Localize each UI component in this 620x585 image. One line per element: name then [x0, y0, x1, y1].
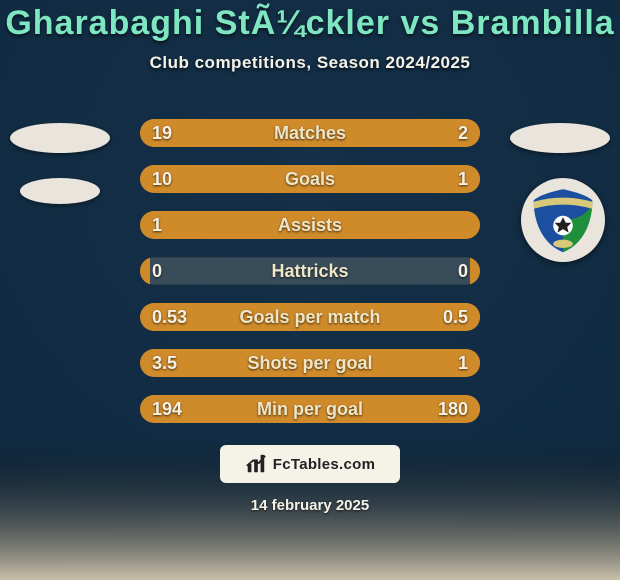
chart-icon — [245, 453, 267, 475]
metric-label: Assists — [140, 211, 480, 239]
metric-value-right — [456, 211, 480, 239]
crest-icon — [528, 185, 598, 255]
metric-value-right: 0 — [446, 257, 480, 285]
metric-value-right: 0.5 — [431, 303, 480, 331]
player-right-badge-1 — [510, 123, 610, 153]
metric-value-right: 1 — [446, 165, 480, 193]
metric-bar: 0.53Goals per match0.5 — [140, 303, 480, 331]
player-left-badge-2 — [20, 178, 100, 204]
metric-label: Hattricks — [140, 257, 480, 285]
comparison-bars: 19Matches210Goals11Assists0Hattricks00.5… — [140, 119, 480, 423]
metric-bar: 19Matches2 — [140, 119, 480, 147]
metric-label: Goals per match — [140, 303, 480, 331]
club-crest — [521, 178, 605, 262]
metric-value-right: 2 — [446, 119, 480, 147]
metric-bar: 3.5Shots per goal1 — [140, 349, 480, 377]
metric-bar: 0Hattricks0 — [140, 257, 480, 285]
metric-bar: 1Assists — [140, 211, 480, 239]
subtitle: Club competitions, Season 2024/2025 — [150, 53, 471, 73]
metric-bar: 10Goals1 — [140, 165, 480, 193]
metric-value-right: 1 — [446, 349, 480, 377]
metric-label: Goals — [140, 165, 480, 193]
metric-label: Matches — [140, 119, 480, 147]
player-left-badge-1 — [10, 123, 110, 153]
date-label: 14 february 2025 — [251, 497, 369, 514]
metric-bar: 194Min per goal180 — [140, 395, 480, 423]
footer-brand[interactable]: FcTables.com — [220, 445, 400, 483]
page-title: Gharabaghi StÃ¼ckler vs Brambilla — [5, 4, 614, 43]
metric-label: Shots per goal — [140, 349, 480, 377]
metric-value-right: 180 — [426, 395, 480, 423]
footer-brand-label: FcTables.com — [273, 456, 376, 473]
